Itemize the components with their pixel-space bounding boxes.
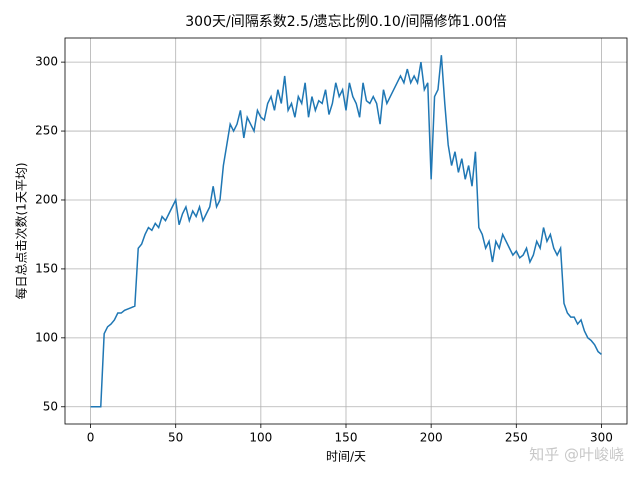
x-tick-label: 50 <box>168 431 183 445</box>
watermark: 知乎 @叶峻峣 <box>529 446 624 464</box>
y-tick-label: 200 <box>35 192 58 206</box>
plot-frame <box>64 37 628 425</box>
y-tick-label: 100 <box>35 330 58 344</box>
x-tick-label: 250 <box>505 431 528 445</box>
chart-title: 300天/间隔系数2.5/遗忘比例0.10/间隔修饰1.00倍 <box>185 14 506 30</box>
y-tick-label: 150 <box>35 261 58 275</box>
x-tick-label: 200 <box>420 431 443 445</box>
data-line <box>90 55 602 408</box>
x-tick-label: 300 <box>590 431 613 445</box>
x-axis-label: 时间/天 <box>326 450 366 464</box>
x-tick-label: 0 <box>87 431 95 445</box>
y-tick-label: 50 <box>43 399 58 413</box>
y-tick-label: 250 <box>35 124 58 138</box>
x-tick-label: 100 <box>249 431 272 445</box>
y-axis-label: 每日总点击次数(1天平均) <box>14 163 29 300</box>
y-tick-label: 300 <box>35 55 58 69</box>
x-tick-label: 150 <box>335 431 358 445</box>
